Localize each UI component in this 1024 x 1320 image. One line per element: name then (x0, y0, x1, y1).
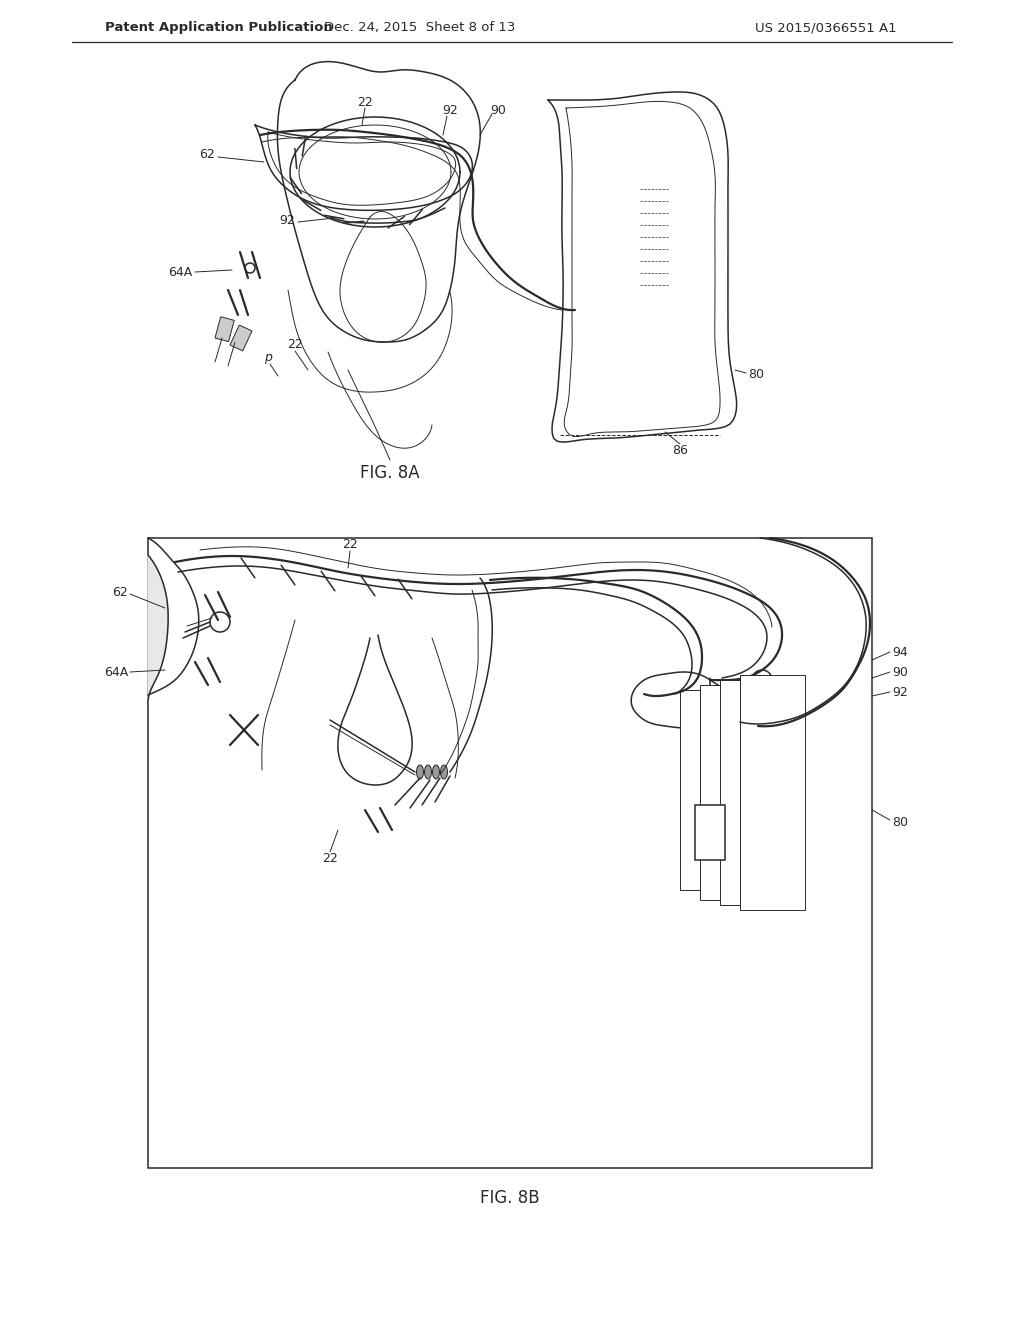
Text: FIG. 8B: FIG. 8B (480, 1189, 540, 1206)
Text: 62: 62 (200, 149, 215, 161)
Text: Patent Application Publication: Patent Application Publication (105, 21, 333, 34)
Text: p: p (264, 351, 272, 364)
Text: 22: 22 (342, 539, 357, 552)
Circle shape (372, 169, 378, 176)
Ellipse shape (425, 766, 431, 779)
Bar (700, 685, 758, 900)
Ellipse shape (638, 165, 670, 183)
Bar (148, 539, 872, 1168)
Text: 90: 90 (892, 665, 908, 678)
Text: 92: 92 (892, 685, 907, 698)
Text: 92: 92 (442, 103, 458, 116)
Text: US 2015/0366551 A1: US 2015/0366551 A1 (755, 21, 897, 34)
Text: 22: 22 (287, 338, 303, 351)
Text: 80: 80 (748, 368, 764, 381)
Polygon shape (631, 672, 730, 729)
Bar (680, 690, 735, 890)
Text: 94: 94 (892, 645, 907, 659)
Text: 64A: 64A (103, 665, 128, 678)
Text: 62: 62 (113, 586, 128, 598)
Text: 80: 80 (892, 816, 908, 829)
Text: 92: 92 (280, 214, 295, 227)
Polygon shape (548, 92, 736, 442)
Ellipse shape (417, 766, 424, 779)
Bar (230, 325, 252, 351)
Text: 22: 22 (357, 95, 373, 108)
Text: Dec. 24, 2015  Sheet 8 of 13: Dec. 24, 2015 Sheet 8 of 13 (325, 21, 516, 34)
Bar (638, 174, 670, 292)
Bar (740, 675, 805, 909)
Ellipse shape (432, 766, 439, 779)
Text: 22: 22 (323, 851, 338, 865)
Bar (720, 680, 780, 906)
Bar (695, 805, 725, 861)
Text: 90: 90 (490, 103, 506, 116)
Polygon shape (147, 554, 168, 705)
Ellipse shape (440, 766, 447, 779)
Text: FIG. 8A: FIG. 8A (360, 465, 420, 482)
Bar (215, 317, 234, 342)
Text: 86: 86 (672, 444, 688, 457)
Polygon shape (255, 125, 472, 210)
Text: 64A: 64A (168, 265, 193, 279)
